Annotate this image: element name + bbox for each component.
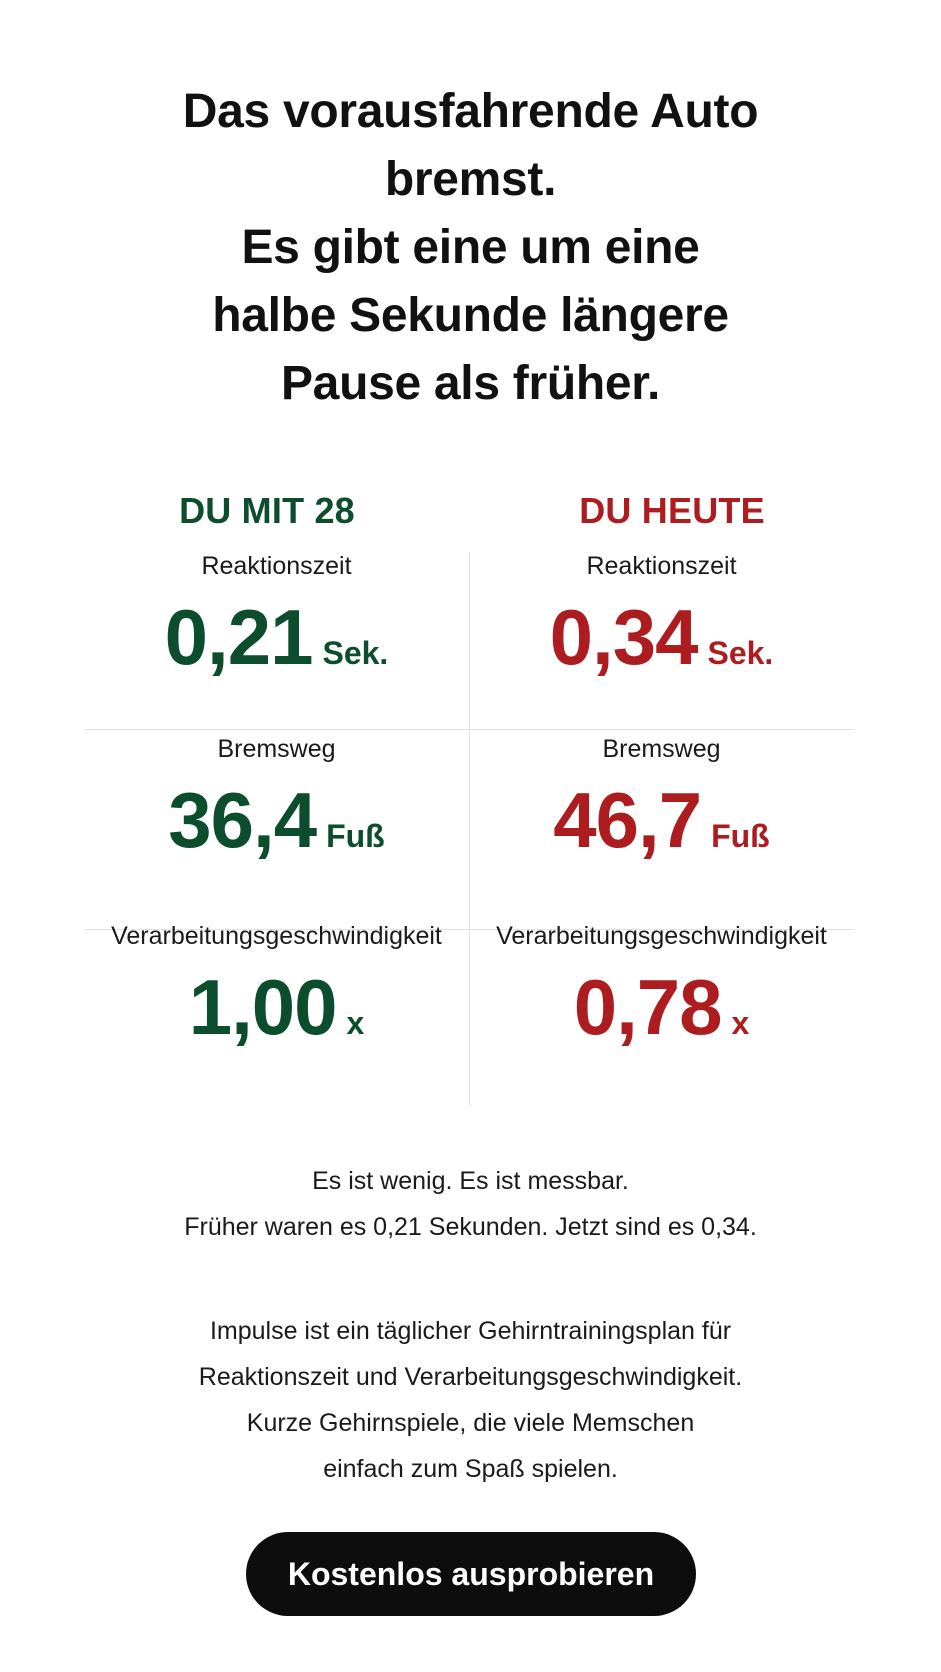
metric-unit: Fuß — [326, 818, 385, 854]
metric-number: 0,78 — [573, 963, 723, 1051]
headline-line: Es gibt eine um eine — [241, 221, 700, 274]
metric-unit: Sek. — [322, 635, 389, 671]
headline-line: halbe Sekunde längere — [212, 289, 729, 342]
summary-text: Es ist wenig. Es ist messbar. Früher war… — [0, 1158, 941, 1250]
metric-unit: x — [346, 1005, 365, 1041]
metric-cell-reaction-then: Reaktionszeit 0,21 Sek. — [84, 552, 469, 679]
summary-line: Es ist wenig. Es ist messbar. — [312, 1167, 629, 1195]
description-line: einfach zum Spaß spielen. — [323, 1455, 618, 1483]
column-header-then: DU MIT 28 — [179, 490, 355, 531]
metric-cell-braking-now: Bremsweg 46,7 Fuß — [469, 735, 854, 862]
metric-number: 0,21 — [164, 593, 314, 681]
metric-label: Verarbeitungsgeschwindigkeit — [111, 922, 442, 950]
headline-line: Pause als früher. — [280, 357, 661, 410]
metric-unit: x — [731, 1005, 750, 1041]
headline-line: bremst. — [384, 153, 557, 206]
column-divider — [469, 552, 470, 1106]
headline: Das vorausfahrende Auto bremst. Es gibt … — [0, 78, 941, 418]
metric-value: 36,4 Fuß — [84, 778, 469, 862]
metric-value: 1,00 x — [84, 965, 469, 1049]
row-divider — [84, 729, 854, 730]
headline-line: Das vorausfahrende Auto — [182, 85, 759, 138]
column-header-now: DU HEUTE — [579, 490, 765, 531]
metric-value: 0,78 x — [469, 965, 854, 1049]
metric-label: Reaktionszeit — [586, 552, 737, 580]
metric-cell-braking-then: Bremsweg 36,4 Fuß — [84, 735, 469, 862]
comparison-grid: Reaktionszeit 0,21 Sek. Reaktionszeit 0,3… — [84, 552, 854, 1106]
metric-label: Reaktionszeit — [201, 552, 352, 580]
metric-number: 0,34 — [549, 593, 699, 681]
metric-value: 0,34 Sek. — [469, 595, 854, 679]
metric-label: Bremsweg — [217, 735, 336, 763]
description-text: Impulse ist ein täglicher Gehirntraining… — [0, 1308, 941, 1492]
description-line: Impulse ist ein täglicher Gehirntraining… — [209, 1317, 732, 1345]
metric-label: Verarbeitungsgeschwindigkeit — [496, 922, 827, 950]
try-free-button[interactable]: Kostenlos ausprobieren — [246, 1532, 696, 1616]
description-line: Reaktionszeit und Verarbeitungsgeschwind… — [198, 1363, 743, 1391]
metric-cell-speed-then: Verarbeitungsgeschwindigkeit 1,00 x — [84, 922, 469, 1049]
metric-number: 36,4 — [168, 776, 317, 864]
metric-unit: Sek. — [707, 635, 774, 671]
summary-line: Früher waren es 0,21 Sekunden. Jetzt sin… — [184, 1213, 757, 1241]
metric-value: 0,21 Sek. — [84, 595, 469, 679]
row-divider — [84, 929, 854, 930]
metric-cell-speed-now: Verarbeitungsgeschwindigkeit 0,78 x — [469, 922, 854, 1049]
metric-cell-reaction-now: Reaktionszeit 0,34 Sek. — [469, 552, 854, 679]
metric-value: 46,7 Fuß — [469, 778, 854, 862]
metric-number: 1,00 — [188, 963, 338, 1051]
metric-unit: Fuß — [711, 818, 770, 854]
metric-label: Bremsweg — [602, 735, 721, 763]
metric-number: 46,7 — [553, 776, 702, 864]
description-line: Kurze Gehirnspiele, die viele Memschen — [246, 1409, 695, 1437]
